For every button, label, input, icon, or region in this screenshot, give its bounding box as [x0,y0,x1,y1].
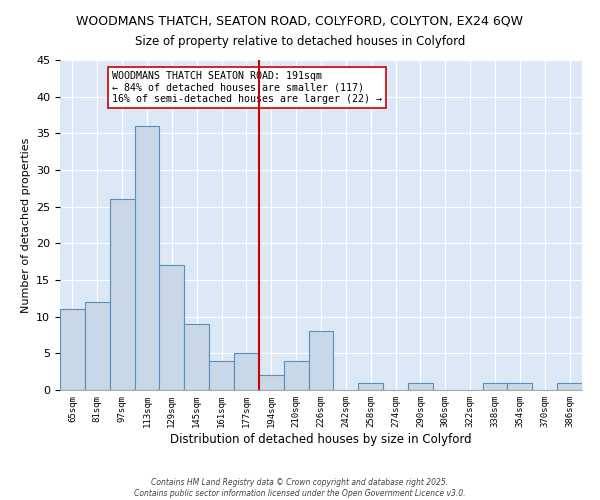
Bar [184,324,209,390]
Bar [85,302,110,390]
Bar [134,126,160,390]
Bar [284,360,308,390]
Y-axis label: Number of detached properties: Number of detached properties [20,138,31,312]
Bar [308,332,334,390]
Bar [234,354,259,390]
Text: WOODMANS THATCH, SEATON ROAD, COLYFORD, COLYTON, EX24 6QW: WOODMANS THATCH, SEATON ROAD, COLYFORD, … [77,15,523,28]
Bar [209,360,234,390]
Bar [60,310,85,390]
Text: Size of property relative to detached houses in Colyford: Size of property relative to detached ho… [135,35,465,48]
Bar [259,376,284,390]
Bar [408,382,433,390]
X-axis label: Distribution of detached houses by size in Colyford: Distribution of detached houses by size … [170,432,472,446]
Bar [160,266,184,390]
Bar [110,200,134,390]
Bar [482,382,508,390]
Bar [557,382,582,390]
Text: Contains HM Land Registry data © Crown copyright and database right 2025.
Contai: Contains HM Land Registry data © Crown c… [134,478,466,498]
Text: WOODMANS THATCH SEATON ROAD: 191sqm
← 84% of detached houses are smaller (117)
1: WOODMANS THATCH SEATON ROAD: 191sqm ← 84… [112,71,382,104]
Bar [508,382,532,390]
Bar [358,382,383,390]
